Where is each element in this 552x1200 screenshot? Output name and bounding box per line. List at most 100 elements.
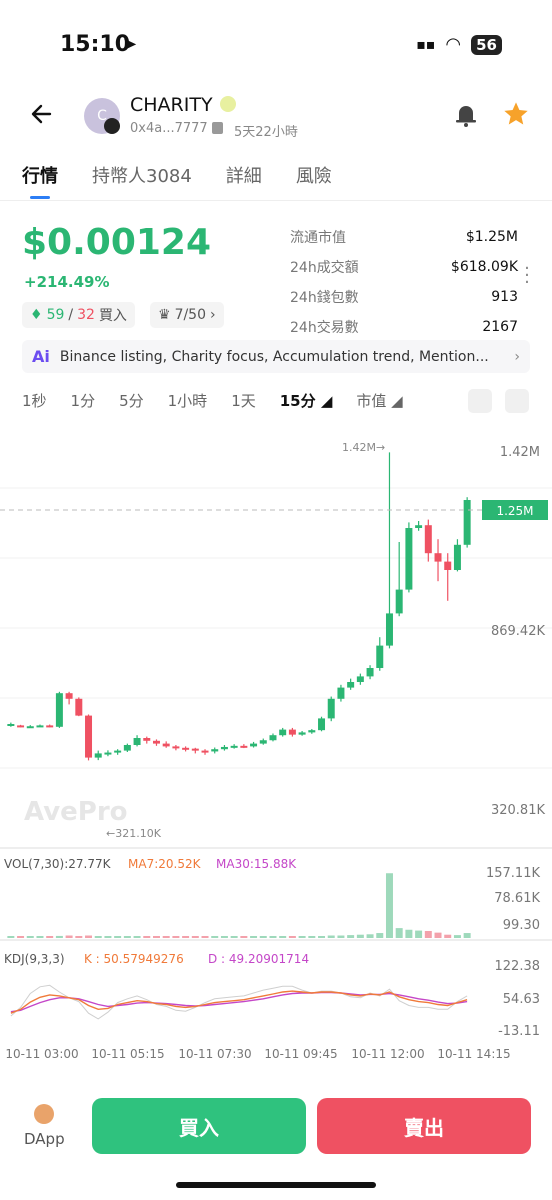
volume-bar — [182, 936, 190, 938]
volume-bar — [75, 936, 83, 938]
volume-bar — [250, 936, 258, 938]
volume-bar — [46, 936, 54, 938]
volume-bar — [366, 934, 374, 938]
volume-bar — [133, 936, 141, 938]
ai-summary-bar[interactable]: Ai Binance listing, Charity focus, Accum… — [22, 340, 530, 373]
stat-value: $1.25M — [465, 229, 518, 245]
volume-bar — [94, 936, 102, 938]
interval-1d[interactable]: 1天 — [231, 392, 256, 410]
price-change: +214.49% — [24, 273, 110, 291]
interval-1m[interactable]: 1分 — [70, 392, 96, 410]
candle-body — [405, 528, 413, 590]
volume-bar — [424, 930, 432, 938]
volume-bar — [191, 936, 199, 938]
status-time: 15:10 — [60, 32, 131, 57]
volume-bar — [415, 930, 423, 938]
crown-value: 7/50 — [174, 307, 207, 323]
interval-5m[interactable]: 5分 — [119, 392, 144, 410]
candle-body — [240, 745, 248, 748]
x-axis-label: 10-11 05:15 — [91, 1047, 164, 1061]
volume-bar — [65, 935, 73, 938]
volume-bar — [385, 873, 393, 938]
interval-1s[interactable]: 1秒 — [22, 392, 47, 410]
vol-tick-mid: 78.61K — [494, 891, 540, 906]
kdj-label: KDJ(9,3,3) — [4, 952, 65, 966]
candle-body — [444, 561, 452, 570]
avatar-letter: C — [97, 108, 107, 124]
indicator-icon[interactable] — [468, 389, 492, 413]
sell-button[interactable]: 賣出 — [317, 1098, 531, 1154]
stat-label: 24h交易數 — [290, 320, 359, 336]
current-value-badge — [482, 500, 548, 520]
candle-body — [318, 718, 326, 731]
x-axis-label: 10-11 09:45 — [264, 1047, 337, 1061]
market-cap-toggle[interactable]: 市值 ◢ — [356, 392, 403, 410]
volume-bar — [211, 936, 219, 938]
candle-body — [191, 748, 199, 751]
buyers-green: 59 — [46, 307, 65, 323]
volume-bar — [17, 936, 25, 938]
crown-icon: ♛ — [158, 307, 171, 323]
interval-15m[interactable]: 15分 ◢ — [279, 392, 333, 410]
candle-body — [104, 752, 112, 755]
candle-body — [94, 753, 102, 758]
tab-details[interactable]: 詳細 — [225, 166, 262, 187]
moneybag-icon: ♦ — [30, 307, 43, 323]
chart-settings-icon[interactable] — [505, 389, 529, 413]
crown-badge[interactable]: ♛ 7/50 › — [150, 302, 224, 328]
volume-bar — [201, 936, 209, 938]
bell-icon[interactable] — [452, 100, 480, 128]
kdj-d-line — [10, 991, 468, 1013]
cellular-icon: ▪▪ — [416, 36, 436, 53]
stat-row: 24h交易數 2167 — [290, 312, 518, 342]
stat-label: 24h成交額 — [290, 260, 359, 276]
verified-tag-icon — [220, 96, 236, 112]
candle-body — [259, 740, 267, 744]
candle-body — [395, 589, 403, 614]
stat-row: 流通市值 $1.25M — [290, 222, 518, 252]
buyers-sep: / — [68, 307, 74, 323]
candle-body — [279, 729, 287, 736]
favorite-star-icon[interactable] — [502, 100, 530, 128]
token-avatar: C — [84, 98, 120, 134]
vol-ma30: MA30:15.88K — [216, 857, 297, 871]
buyers-badge[interactable]: ♦ 59/32 買入 — [22, 302, 135, 328]
tab-market[interactable]: 行情 — [22, 166, 58, 187]
price-chart[interactable]: AvePro 1.25M 1.42M 869.42K 320.81K 1.42M… — [0, 430, 552, 1070]
interval-selector: 1秒 1分 5分 1小時 1天 15分 ◢ 市值 ◢ — [22, 390, 403, 411]
token-address[interactable]: 0x4a...7777 — [130, 121, 208, 136]
candle-body — [415, 525, 423, 528]
tab-holders[interactable]: 持幣人3084 — [92, 166, 192, 187]
token-name: CHARITY — [130, 94, 213, 116]
volume-bar — [269, 936, 277, 938]
volume-bar — [26, 936, 34, 938]
status-icons: ▪▪ ◠ 56 — [416, 34, 502, 55]
volume-bar — [114, 936, 122, 938]
more-options-icon[interactable]: · · · — [524, 258, 530, 293]
candle-body — [269, 735, 277, 741]
vol-label: VOL(7,30):27.77K — [4, 857, 112, 871]
back-arrow-icon[interactable] — [28, 100, 56, 128]
candle-body — [327, 698, 335, 719]
dapp-icon[interactable] — [34, 1104, 54, 1124]
low-annotation: ←321.10K — [106, 827, 162, 840]
volume-bar — [463, 933, 471, 938]
kdj-k: K : 50.57949276 — [84, 952, 184, 966]
interval-1h[interactable]: 1小時 — [167, 392, 208, 410]
candle-body — [463, 500, 471, 545]
stat-label: 流通市值 — [290, 230, 346, 246]
buyers-red: 32 — [77, 307, 95, 323]
dapp-label[interactable]: DApp — [24, 1130, 65, 1148]
candle-body — [250, 743, 258, 747]
candle-body — [453, 544, 461, 570]
candle-body — [55, 693, 63, 727]
tab-risk[interactable]: 風險 — [295, 166, 332, 187]
candle-body — [211, 749, 219, 752]
y-tick-top: 1.42M — [500, 445, 540, 460]
chain-badge-icon — [104, 118, 120, 134]
volume-bar — [308, 936, 316, 938]
volume-bar — [453, 935, 461, 938]
candle-body — [114, 750, 122, 753]
copy-icon[interactable] — [212, 122, 223, 134]
buy-button[interactable]: 買入 — [92, 1098, 306, 1154]
